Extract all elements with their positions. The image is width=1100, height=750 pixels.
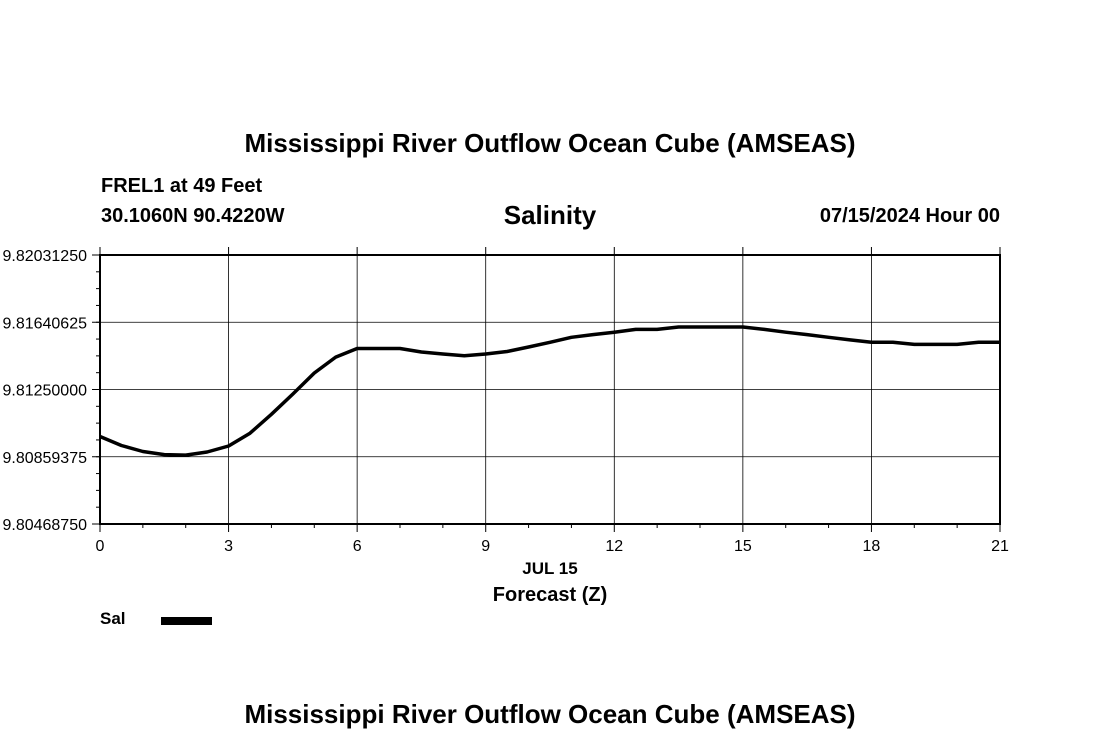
legend-label-sal: Sal	[100, 609, 126, 628]
legend-swatch-sal	[161, 617, 212, 625]
y-tick-label: 9.81250000	[2, 383, 87, 400]
y-tick-label: 9.80859375	[2, 450, 87, 467]
y-tick-label: 9.82031250	[2, 248, 87, 265]
x-tick-label: 21	[991, 538, 1009, 555]
x-tick-label: 0	[96, 538, 105, 555]
x-date-label: JUL 15	[522, 559, 577, 578]
x-tick-label: 9	[481, 538, 490, 555]
y-axis: 9.80468750 9.80859375 9.81250000 9.81640625…	[2, 248, 100, 534]
y-tick-label: 9.81640625	[2, 315, 87, 332]
forecast-datetime: 07/15/2024 Hour 00	[819, 205, 1000, 227]
x-tick-label: 3	[224, 538, 233, 555]
variable-title: Salinity	[503, 200, 597, 230]
x-tick-label: 18	[863, 538, 881, 555]
series-layer	[99, 325, 1000, 457]
repeated-chart-title: Mississippi River Outflow Ocean Cube (AM…	[244, 699, 856, 729]
x-axis-title: Forecast (Z)	[493, 584, 607, 606]
plot-frame	[99, 254, 1001, 525]
x-axis: 0 3 6 9 12 15 18 21	[96, 247, 1009, 555]
x-tick-label: 15	[734, 538, 752, 555]
coordinates-label: 30.1060N 90.4220W	[101, 205, 285, 227]
y-tick-label: 9.80468750	[2, 517, 87, 534]
x-tick-label: 12	[605, 538, 623, 555]
station-label: FREL1 at 49 Feet	[101, 175, 263, 197]
chart-title: Mississippi River Outflow Ocean Cube (AM…	[244, 128, 856, 158]
series-line-sal	[99, 325, 1000, 457]
x-tick-label: 6	[353, 538, 362, 555]
grid-lines	[99, 254, 1001, 525]
